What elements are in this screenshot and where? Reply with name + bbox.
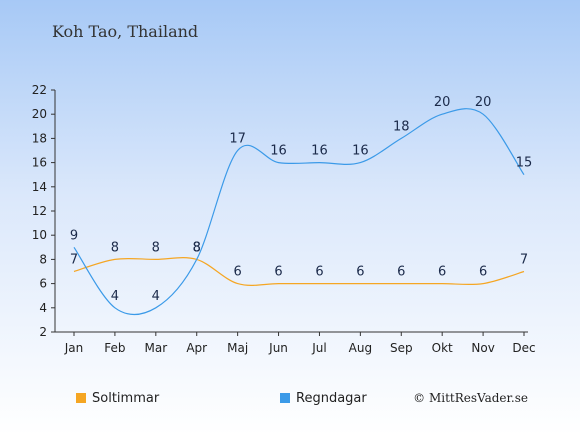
data-label: 8 [111,240,119,255]
data-label: 6 [438,265,446,280]
x-tick-label: Maj [227,341,248,355]
data-label: 16 [270,144,287,159]
series-line-soltimmar [73,257,525,286]
data-label: 17 [229,132,246,147]
y-tick-label: 12 [32,204,47,218]
data-label: 16 [311,144,328,159]
y-tick-label: 8 [39,252,47,266]
data-label: 20 [475,95,492,110]
x-tick-label: Sep [390,341,413,355]
data-label: 4 [111,289,119,304]
y-tick-label: 18 [32,131,47,145]
legend: Soltimmar Regndagar [76,391,367,406]
data-label: 8 [193,240,201,255]
chart-title: Koh Tao, Thailand [52,22,198,41]
x-tick-label: Apr [186,341,207,355]
data-label: 15 [516,156,533,171]
series-line-regndagar [73,108,525,316]
data-label: 6 [356,265,364,280]
x-tick-label: Feb [104,341,125,355]
x-tick-label: Jun [268,341,288,355]
data-label: 6 [397,265,405,280]
y-tick-label: 14 [32,180,47,194]
data-label: 9 [70,228,78,243]
x-tick-label: Nov [471,341,494,355]
data-label: 20 [434,95,451,110]
y-tick-label: 22 [32,83,47,97]
data-label: 6 [233,265,241,280]
x-tick-label: Mar [144,341,167,355]
legend-swatch [76,393,86,403]
data-label: 6 [479,265,487,280]
legend-label: Regndagar [296,391,367,406]
data-label: 16 [352,144,369,159]
series-lines [73,108,525,316]
y-tick-label: 20 [32,107,47,121]
data-label: 8 [193,240,201,255]
data-label: 7 [70,253,78,268]
y-tick-label: 2 [39,325,47,339]
data-label: 6 [274,265,282,280]
legend-swatch [280,393,290,403]
data-label: 4 [152,289,160,304]
x-tick-label: Jan [64,341,84,355]
axes: 2 4 6 8 10 12 14 16 18 20 22 Jan Feb Mar Apr Maj Jun Jul A… [32,83,536,355]
data-label: 6 [315,265,323,280]
y-tick-label: 6 [39,277,47,291]
data-label: 8 [152,240,160,255]
y-tick-label: 10 [32,228,47,242]
y-tick-label: 16 [32,156,47,170]
data-label: 7 [520,253,528,268]
data-label: 18 [393,119,410,134]
legend-label: Soltimmar [92,391,160,406]
x-tick-label: Dec [512,341,535,355]
credit-text: © MittResVader.se [413,391,528,405]
y-tick-label: 4 [39,301,47,315]
x-tick-label: Jul [311,341,326,355]
x-tick-label: Okt [432,341,453,355]
x-tick-label: Aug [349,341,372,355]
